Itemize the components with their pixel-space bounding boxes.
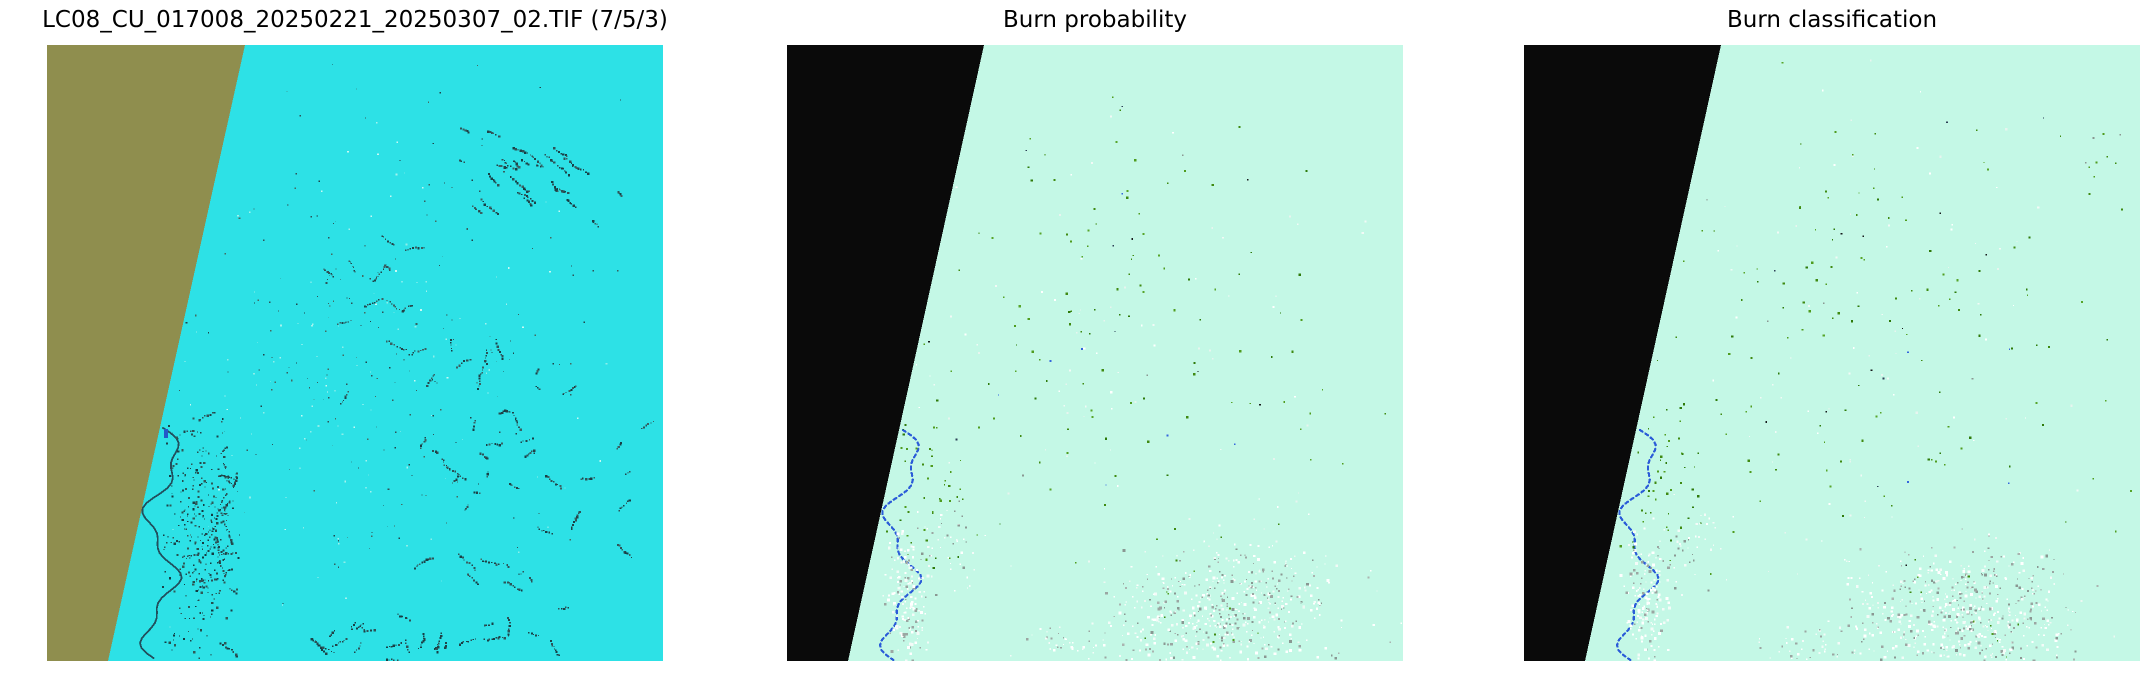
panel-burn-classification: Burn classification	[1524, 7, 2140, 661]
burn-classification-image	[1524, 45, 2140, 661]
burn-probability-image	[787, 45, 1403, 661]
panel-title-landsat: LC08_CU_017008_20250221_20250307_02.TIF …	[42, 7, 668, 33]
panel-burn-probability: Burn probability	[787, 7, 1403, 661]
panel-title-burn-probability: Burn probability	[1002, 7, 1188, 33]
panel-title-burn-classification: Burn classification	[1726, 7, 1938, 33]
panel-landsat-rgb: LC08_CU_017008_20250221_20250307_02.TIF …	[42, 7, 668, 661]
landsat-false-color-image	[47, 45, 663, 661]
